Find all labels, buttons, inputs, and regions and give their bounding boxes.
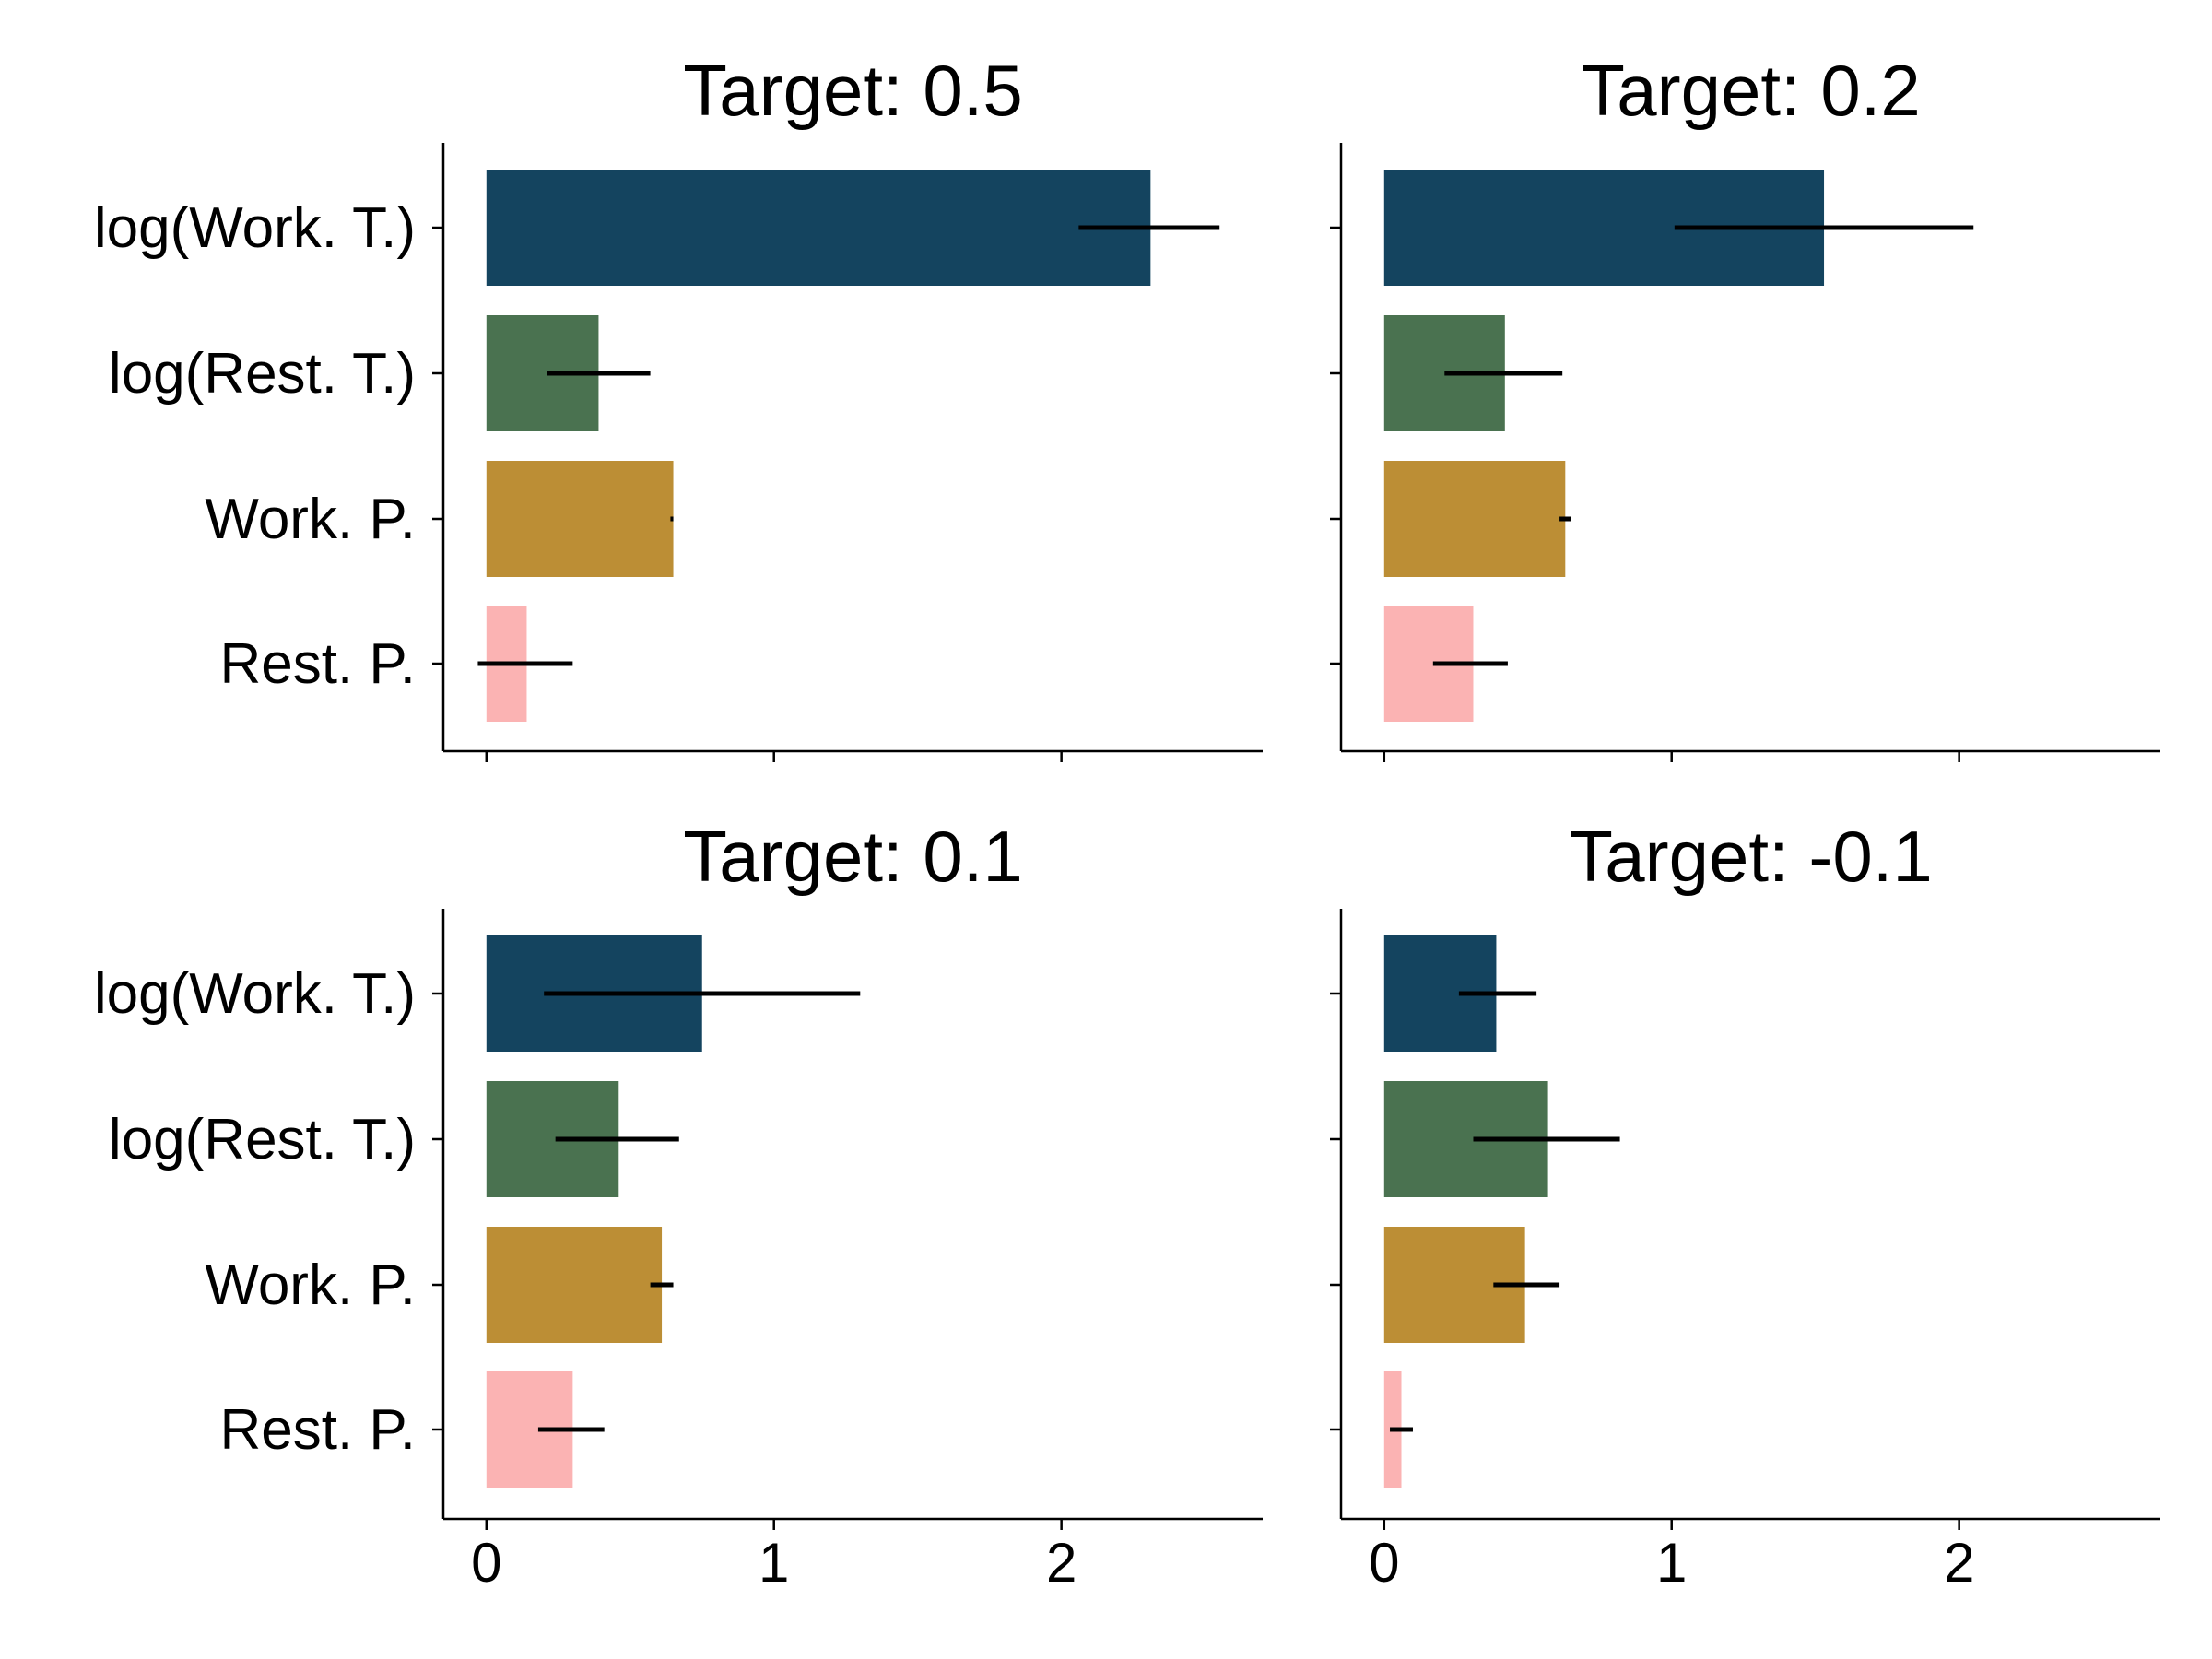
y-tick-label: Rest. P.	[219, 632, 416, 696]
x-tick-label: 2	[1046, 1532, 1077, 1594]
x-tick-label: 0	[1369, 1532, 1399, 1594]
panel-4: Target: -0.1 0 1 2	[1330, 816, 2160, 1594]
y-tick-label: log(Work. T.)	[94, 196, 416, 260]
x-tick-label: 1	[759, 1532, 789, 1594]
y-tick-label: Work. P.	[205, 488, 416, 551]
y-tick-label: log(Rest. T.)	[109, 342, 416, 406]
panel-title: Target: 0.1	[683, 816, 1023, 897]
panel-title: Target: -0.1	[1569, 816, 1933, 897]
bar-0	[486, 170, 1151, 286]
bar-2	[486, 461, 674, 577]
panel-3: Target: 0.1 log(Work. T.) log(Rest. T.) Wor…	[94, 816, 1263, 1594]
y-tick-label: Rest. P.	[219, 1398, 416, 1462]
panel-2: Target: 0.2	[1330, 50, 2160, 762]
bar-2	[1383, 461, 1566, 577]
y-tick-label: log(Rest. T.)	[109, 1108, 416, 1171]
panel-1: Target: 0.5 log(Work. T.) log(Rest. T.) Wor…	[94, 50, 1263, 762]
y-tick-label: log(Work. T.)	[94, 962, 416, 1026]
y-tick-label: Work. P.	[205, 1253, 416, 1317]
x-tick-label: 2	[1944, 1532, 1974, 1594]
x-tick-label: 0	[471, 1532, 501, 1594]
bar-2	[486, 1227, 663, 1343]
panel-title: Target: 0.2	[1581, 50, 1921, 131]
panel-title: Target: 0.5	[683, 50, 1023, 131]
x-tick-label: 1	[1656, 1532, 1687, 1594]
